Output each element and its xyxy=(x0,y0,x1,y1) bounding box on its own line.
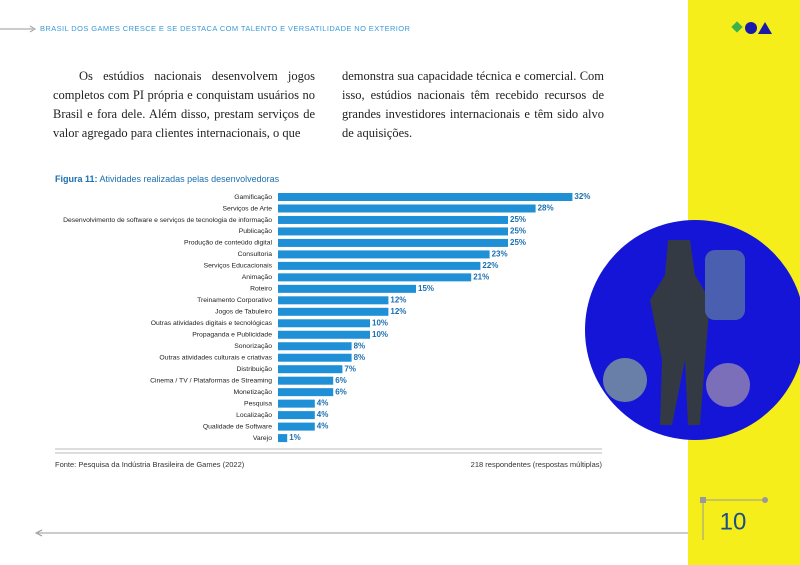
category-label: Pesquisa xyxy=(244,400,272,407)
figure-title: Figura 11: Atividades realizadas pelas d… xyxy=(55,174,280,184)
bar xyxy=(278,411,315,420)
value-label: 15% xyxy=(418,284,434,293)
bar xyxy=(278,365,343,374)
bar xyxy=(278,388,334,397)
value-label: 12% xyxy=(390,307,406,316)
value-label: 32% xyxy=(574,192,590,201)
value-label: 8% xyxy=(354,353,366,362)
illustration-robot2 xyxy=(603,358,647,402)
value-label: 10% xyxy=(372,330,388,339)
value-label: 6% xyxy=(335,387,347,396)
category-label: Localização xyxy=(236,412,272,419)
category-label: Serviços Educacionais xyxy=(204,263,273,270)
category-label: Sonorização xyxy=(234,343,272,350)
paragraph: demonstra sua capacidade técnica e comer… xyxy=(342,69,604,140)
header-title: BRASIL DOS GAMES CRESCE E SE DESTACA COM… xyxy=(40,24,411,33)
illustration-robot xyxy=(705,250,745,320)
icon-triangle xyxy=(758,22,772,34)
page-dot xyxy=(762,497,768,503)
note: 218 respondentes (respostas múltiplas) xyxy=(471,460,603,469)
value-label: 8% xyxy=(354,341,366,350)
bar xyxy=(278,330,370,339)
value-label: 4% xyxy=(317,410,329,419)
value-label: 7% xyxy=(344,364,356,373)
value-label: 6% xyxy=(335,376,347,385)
category-label: Outras atividades digitais e tecnológica… xyxy=(151,320,273,327)
chart: Gamificação 32% Serviços de Arte 28% Desenvo… xyxy=(63,192,590,442)
category-label: Jogos de Tabuleiro xyxy=(215,309,272,316)
category-label: Distribuição xyxy=(236,366,272,373)
bar xyxy=(278,307,389,316)
header-arrow xyxy=(29,25,36,33)
category-label: Varejo xyxy=(253,435,272,442)
category-label: Outras atividades culturais e criativas xyxy=(159,355,272,362)
footer-arrow xyxy=(34,529,43,537)
value-label: 4% xyxy=(317,422,329,431)
value-label: 22% xyxy=(482,261,498,270)
value-label: 25% xyxy=(510,227,526,236)
value-label: 1% xyxy=(289,433,301,442)
category-label: Animação xyxy=(242,274,272,281)
page-dot xyxy=(700,497,706,503)
value-label: 10% xyxy=(372,318,388,327)
page-number: 10 xyxy=(720,508,747,535)
bar xyxy=(278,296,389,305)
category-label: Treinamento Corporativo xyxy=(197,297,272,304)
value-label: 28% xyxy=(538,204,554,213)
category-label: Produção de conteúdo digital xyxy=(184,240,273,247)
bar xyxy=(278,250,490,259)
icon-diamond xyxy=(731,21,743,33)
category-label: Serviços de Arte xyxy=(223,205,273,212)
bar xyxy=(278,204,536,213)
icon-circle xyxy=(745,22,757,34)
bar xyxy=(278,342,352,351)
value-label: 23% xyxy=(492,250,508,259)
bar xyxy=(278,434,288,443)
value-label: 4% xyxy=(317,399,329,408)
bar xyxy=(278,319,370,328)
category-label: Cinema / TV / Plataformas de Streaming xyxy=(150,377,272,384)
category-label: Publicação xyxy=(239,228,272,235)
category-label: Gamificação xyxy=(234,194,272,201)
category-label: Consultoria xyxy=(238,251,273,258)
bar xyxy=(278,238,508,247)
bar xyxy=(278,261,481,270)
category-label: Propaganda e Publicidade xyxy=(192,332,272,339)
bar xyxy=(278,399,315,408)
value-label: 25% xyxy=(510,238,526,247)
illustration-wizard xyxy=(706,363,750,407)
value-label: 25% xyxy=(510,215,526,224)
bar xyxy=(278,284,416,293)
bar xyxy=(278,376,334,385)
bar xyxy=(278,215,508,224)
category-label: Monetização xyxy=(233,389,272,396)
bar xyxy=(278,193,573,201)
bar xyxy=(278,422,315,431)
bar xyxy=(278,273,472,282)
illustration-figure xyxy=(650,240,710,425)
bar xyxy=(278,227,508,236)
category-label: Qualidade de Software xyxy=(203,423,272,430)
figure-label: Figura 11: xyxy=(55,174,98,184)
category-label: Desenvolvimento de software e serviços d… xyxy=(63,217,272,224)
bar xyxy=(278,353,352,362)
paragraph: Os estúdios nacionais desenvolvem jogos … xyxy=(53,69,315,140)
value-label: 12% xyxy=(390,295,406,304)
category-label: Roteiro xyxy=(250,286,272,293)
figure-caption: Atividades realizadas pelas desenvolvedo… xyxy=(100,174,280,184)
value-label: 21% xyxy=(473,272,489,281)
source: Fonte: Pesquisa da Indústria Brasileira … xyxy=(55,460,245,469)
